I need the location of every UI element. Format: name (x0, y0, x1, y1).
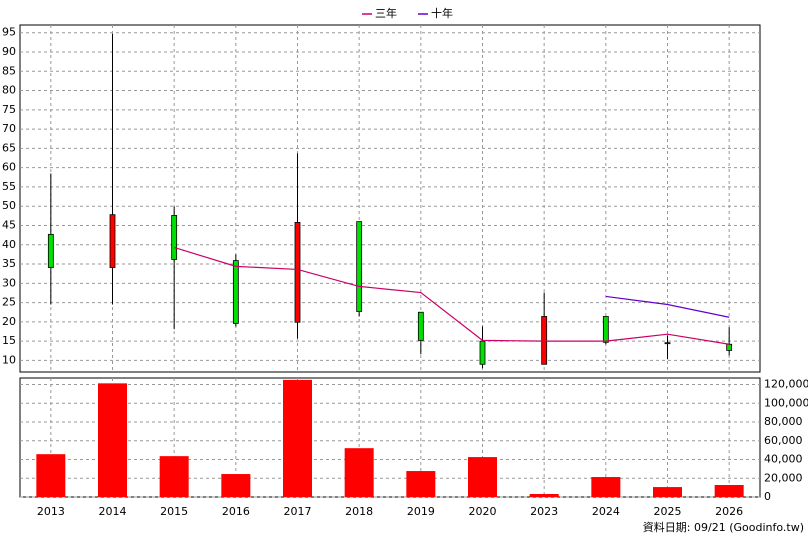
source-note: 資料日期: 09/21 (Goodinfo.tw) (643, 520, 804, 534)
volume-bar (36, 454, 66, 497)
y-tick-label: 95 (2, 26, 16, 39)
y2-tick-label: 20,000 (764, 471, 803, 484)
y-tick-label: 10 (2, 353, 16, 366)
y-tick-label: 20 (2, 315, 16, 328)
candle-body (356, 221, 363, 312)
y2-tick-label: 120,000 (764, 378, 808, 391)
volume-bar (98, 383, 127, 497)
y-tick-label: 90 (2, 45, 16, 58)
y2-tick-label: 0 (764, 490, 771, 503)
candle-body (47, 233, 54, 268)
y-tick-label: 50 (2, 199, 16, 212)
y-tick-label: 45 (2, 218, 16, 231)
volume-bar (344, 448, 374, 497)
x-tick-label: 2023 (530, 505, 558, 518)
candle-body (109, 214, 116, 268)
y-tick-label: 60 (2, 161, 16, 174)
legend-label: 十年 (431, 6, 453, 20)
candle-body (479, 340, 486, 365)
x-tick-label: 2013 (37, 505, 65, 518)
y-tick-label: 75 (2, 103, 16, 116)
candle-body (602, 316, 609, 343)
y-tick-label: 15 (2, 334, 16, 347)
y2-tick-label: 80,000 (764, 415, 803, 428)
candle-body (726, 343, 733, 351)
x-tick-label: 2020 (469, 505, 497, 518)
y-tick-label: 25 (2, 296, 16, 309)
candle-body (417, 311, 424, 341)
y-tick-label: 85 (2, 64, 16, 77)
x-tick-label: 2018 (345, 505, 373, 518)
y2-tick-label: 40,000 (764, 453, 803, 466)
volume-bar (653, 487, 682, 497)
y-tick-label: 30 (2, 276, 16, 289)
x-tick-label: 2024 (592, 505, 620, 518)
y-tick-label: 55 (2, 180, 16, 193)
ma-line (173, 246, 730, 345)
volume-bar (591, 477, 621, 497)
y-tick-label: 35 (2, 257, 16, 270)
volume-panel (19, 377, 761, 498)
candle-body (541, 316, 548, 365)
candle-body (664, 342, 671, 345)
volume-bar (468, 457, 497, 497)
y-tick-label: 40 (2, 238, 16, 251)
x-tick-label: 2017 (284, 505, 312, 518)
candle-body (171, 215, 178, 260)
x-tick-label: 2019 (407, 505, 435, 518)
volume-bar (714, 485, 744, 497)
volume-bar (159, 456, 189, 497)
candle-body (232, 260, 239, 324)
price-panel (19, 24, 761, 373)
x-tick-label: 2015 (160, 505, 188, 518)
x-tick-label: 2016 (222, 505, 250, 518)
volume-bar (221, 474, 251, 497)
y-tick-label: 65 (2, 141, 16, 154)
x-tick-label: 2014 (99, 505, 127, 518)
volume-bar (406, 471, 436, 497)
y2-tick-label: 60,000 (764, 434, 803, 447)
ma-line (605, 295, 730, 318)
volume-bar (529, 494, 559, 497)
x-tick-label: 2025 (654, 505, 682, 518)
y-tick-label: 80 (2, 84, 16, 97)
y2-tick-label: 100,000 (764, 396, 808, 409)
legend-label: 三年 (375, 6, 397, 20)
x-tick-label: 2026 (715, 505, 743, 518)
volume-bar (283, 379, 312, 497)
y-tick-label: 70 (2, 122, 16, 135)
candle-body (294, 222, 301, 323)
